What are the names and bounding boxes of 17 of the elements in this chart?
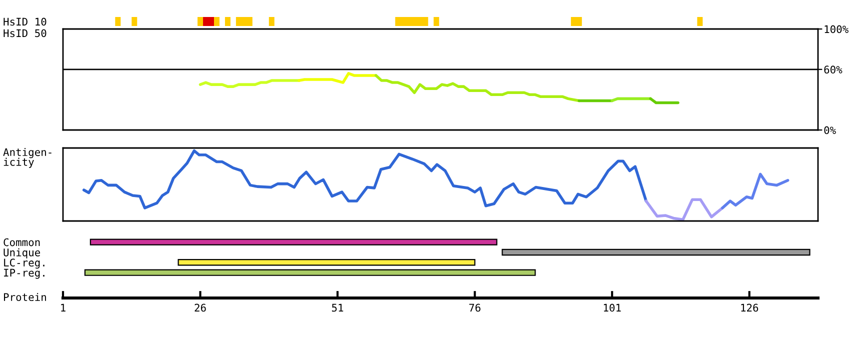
x-tick-label: 101: [604, 304, 621, 312]
y-tick-label: Common: [4, 238, 40, 246]
x-tick-label: 1: [61, 304, 66, 312]
x-tick-label: 26: [194, 304, 206, 312]
x-tick-label: 126: [741, 304, 758, 312]
x-axis-title: Protein: [4, 292, 46, 302]
y-tick-label: LC-reg.: [4, 258, 44, 269]
y-tick-label: 100%: [824, 25, 848, 34]
x-tick-label: 51: [332, 304, 344, 312]
y-tick-label: Unique: [4, 248, 40, 258]
x-tick-label: 76: [469, 304, 480, 312]
y-axis-title: HsID 50: [4, 29, 46, 38]
y-axis-title: Antigen- icity: [3, 148, 52, 168]
y-tick-label: HsID 10: [4, 18, 46, 26]
y-tick-label: 60%: [824, 66, 842, 74]
y-tick-label: 0%: [824, 126, 836, 134]
y-tick-label: IP-reg.: [4, 268, 44, 279]
